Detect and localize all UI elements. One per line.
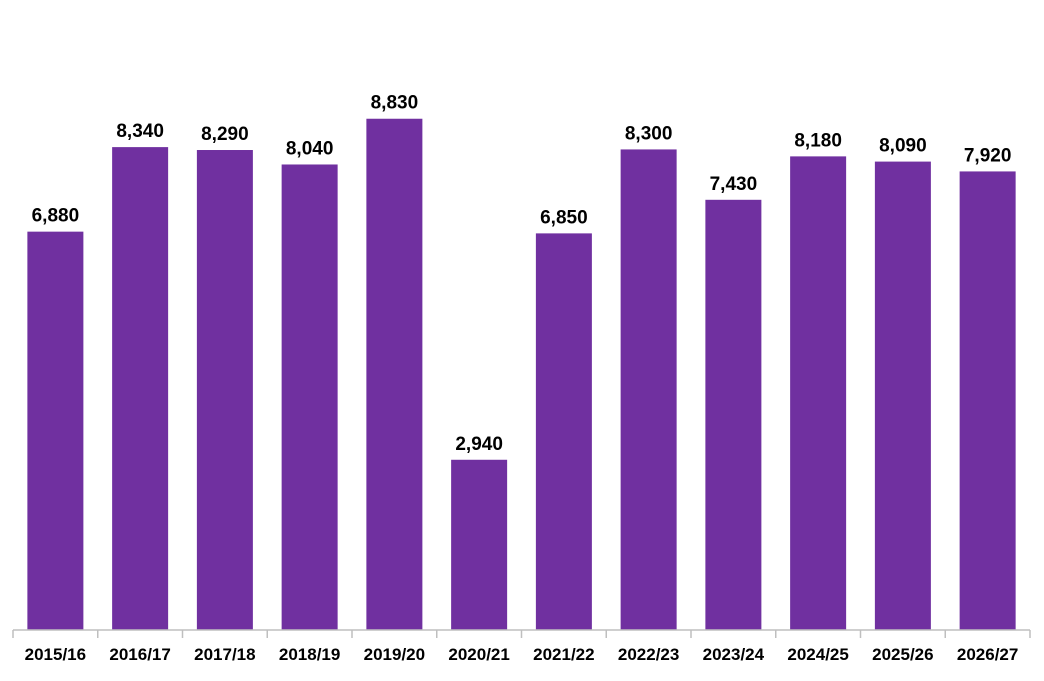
bar (112, 147, 169, 631)
x-axis-tick-labels: 2015/16 2016/17 2017/18 2018/19 2019/20 2020/… (25, 645, 1019, 664)
bar (196, 150, 253, 630)
bar (790, 156, 847, 630)
x-tick-label: 2017/18 (194, 645, 255, 664)
bar (705, 199, 762, 631)
bar (874, 161, 931, 630)
bar (27, 231, 84, 630)
data-label: 2,940 (455, 434, 503, 455)
x-axis-ticks (12, 630, 1031, 638)
bar (366, 118, 423, 631)
x-tick-label: 2020/21 (448, 645, 509, 664)
x-tick-label: 2022/23 (618, 645, 679, 664)
x-tick-label: 2018/19 (279, 645, 340, 664)
data-label: 7,920 (964, 145, 1012, 166)
bar (620, 149, 677, 630)
data-label: 6,880 (32, 206, 80, 227)
data-labels-group: 6,880 8,340 8,290 8,040 8,830 2,940 6,850 8,300… (32, 93, 1012, 455)
bar (451, 459, 508, 630)
data-label: 7,430 (710, 174, 758, 195)
data-label: 6,850 (540, 207, 588, 228)
bar (281, 164, 338, 631)
data-label: 8,180 (794, 130, 842, 151)
x-tick-label: 2023/24 (703, 645, 765, 664)
data-label: 8,300 (625, 123, 673, 144)
data-label: 8,340 (116, 121, 164, 142)
x-tick-label: 2021/22 (533, 645, 594, 664)
x-tick-label: 2026/27 (957, 645, 1018, 664)
data-label: 8,090 (879, 136, 927, 157)
x-tick-label: 2019/20 (364, 645, 425, 664)
x-tick-label: 2025/26 (872, 645, 933, 664)
bars-group (27, 118, 1016, 631)
data-label: 8,830 (371, 93, 419, 114)
data-label: 8,040 (286, 138, 334, 159)
x-tick-label: 2015/16 (25, 645, 86, 664)
data-label: 8,290 (201, 124, 249, 145)
bar (535, 233, 592, 630)
bar (959, 171, 1016, 630)
x-tick-label: 2016/17 (109, 645, 170, 664)
x-tick-label: 2024/25 (787, 645, 848, 664)
